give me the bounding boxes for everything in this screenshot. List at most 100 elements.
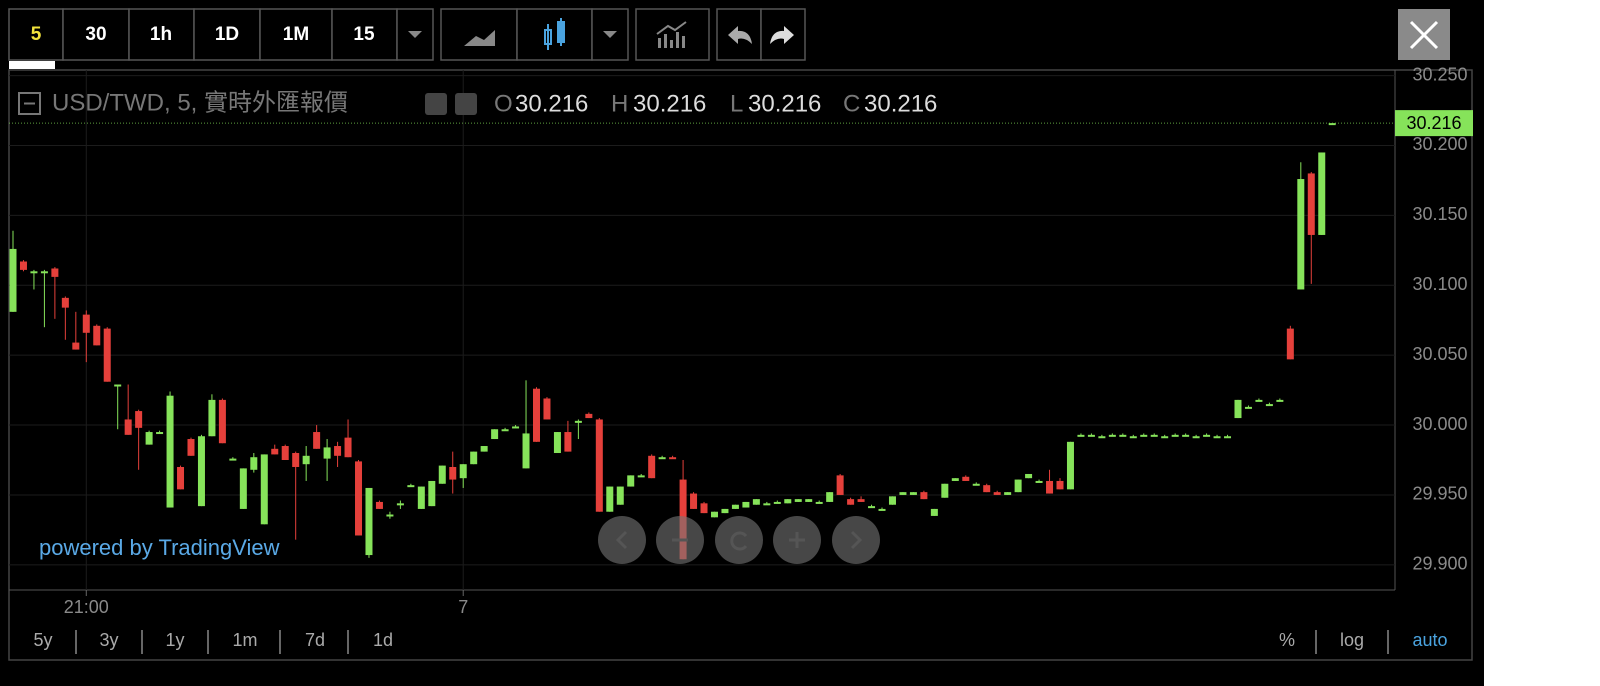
candle-body <box>731 504 739 509</box>
candle-body <box>909 492 917 495</box>
candle-body <box>365 487 373 556</box>
candle-body <box>9 248 17 312</box>
visibility-icon[interactable] <box>425 93 447 115</box>
reset-button[interactable] <box>715 516 763 564</box>
candle-body <box>794 499 802 502</box>
scroll-right-button[interactable] <box>832 516 880 564</box>
candle-body <box>1318 152 1326 235</box>
candle-body <box>595 419 603 512</box>
candle-body <box>501 429 509 432</box>
range-button[interactable]: 1y <box>165 630 184 650</box>
app-background <box>0 0 1484 686</box>
candle-body <box>355 461 363 536</box>
scale-option[interactable]: log <box>1340 630 1364 650</box>
candle-body <box>585 413 593 419</box>
undo-icon <box>728 26 752 44</box>
settings-icon[interactable] <box>455 93 477 115</box>
candle-body <box>459 464 467 479</box>
y-tick-label: 30.150 <box>1412 204 1467 224</box>
scale-option[interactable]: auto <box>1412 630 1447 650</box>
candle-body <box>19 261 27 270</box>
candle-body <box>417 486 425 509</box>
candle-body <box>313 432 321 449</box>
watermark[interactable]: powered by TradingView <box>39 535 280 560</box>
candle-body <box>480 446 488 452</box>
interval-button[interactable] <box>193 8 261 61</box>
candle-body <box>1297 179 1305 290</box>
chart-frame <box>8 69 1473 661</box>
indicators-icon <box>656 21 687 48</box>
symbol-title: USD/TWD, 5, 實時外匯報價 <box>52 89 348 116</box>
candle-body <box>302 455 310 465</box>
range-button[interactable]: 1m <box>232 630 257 650</box>
candle-body <box>334 446 342 456</box>
interval-label[interactable]: 5 <box>31 24 42 45</box>
interval-button[interactable] <box>259 8 333 61</box>
x-tick-label: 7 <box>458 597 468 617</box>
candle-body <box>1087 434 1095 437</box>
interval-label[interactable]: 1D <box>215 24 239 45</box>
candle-body <box>815 501 823 504</box>
candle-body <box>1108 434 1116 437</box>
candle-body <box>920 492 928 500</box>
candle-body <box>627 475 635 487</box>
candle-body <box>218 399 226 444</box>
y-tick-label: 30.250 <box>1412 64 1467 84</box>
toolbar: 5 30 1h 1D 1M 15 <box>8 8 1450 69</box>
candle-body <box>51 268 59 277</box>
line-style-button[interactable] <box>440 8 518 61</box>
legend-value: 30.216 <box>864 90 937 117</box>
candle-body <box>951 478 959 481</box>
candle-body <box>292 453 300 467</box>
collapse-icon[interactable] <box>18 92 41 115</box>
candle-body <box>669 457 677 460</box>
candle-body <box>197 436 205 507</box>
range-button[interactable]: 7d <box>305 630 325 650</box>
candle-body <box>449 466 457 480</box>
legend-label: C <box>843 90 860 117</box>
interval-label[interactable]: 15 <box>353 24 375 45</box>
interval-button[interactable] <box>331 8 398 61</box>
candle-body <box>72 342 80 350</box>
separators <box>75 630 1389 654</box>
interval-button[interactable] <box>62 8 130 61</box>
range-button[interactable]: 5y <box>33 630 52 650</box>
interval-label[interactable]: 1h <box>150 24 172 45</box>
indicators-button[interactable] <box>635 8 710 61</box>
legend-label: L <box>730 90 743 117</box>
y-tick-label: 30.200 <box>1412 134 1467 154</box>
interval-button[interactable] <box>128 8 195 61</box>
interval-label[interactable]: 1M <box>283 24 309 45</box>
range-button[interactable]: 3y <box>99 630 118 650</box>
candle-body <box>700 503 708 514</box>
candle-body <box>1129 436 1137 439</box>
candle-body <box>1286 328 1294 360</box>
scale-option[interactable]: % <box>1279 630 1295 650</box>
candle-body <box>1014 479 1022 493</box>
candle-body <box>344 437 352 458</box>
range-button[interactable]: 1d <box>373 630 393 650</box>
candle-body <box>606 486 614 512</box>
scroll-left-button[interactable] <box>598 516 646 564</box>
candle-style-button[interactable] <box>516 8 593 61</box>
legend-value: 30.216 <box>748 90 821 117</box>
interval-button[interactable] <box>8 8 64 61</box>
last-price-badge <box>1395 110 1473 137</box>
candle-body <box>114 384 122 387</box>
candle-body <box>1098 436 1106 439</box>
redo-icon <box>770 26 794 44</box>
candle-body <box>1035 480 1043 483</box>
x-tick-label: 21:00 <box>64 597 109 617</box>
candle-body <box>721 508 729 514</box>
candle-body <box>1224 436 1232 439</box>
interval-label[interactable]: 30 <box>85 24 106 45</box>
candle-body <box>899 492 907 495</box>
active-indicator <box>9 61 55 69</box>
candle-body <box>930 508 938 516</box>
candle-body <box>1171 434 1179 437</box>
candle-body <box>983 485 991 493</box>
area-icon <box>464 30 495 46</box>
candle-body <box>470 451 478 465</box>
footer: 5y 3y 1y 1m 7d 1d % log auto <box>33 630 1448 654</box>
